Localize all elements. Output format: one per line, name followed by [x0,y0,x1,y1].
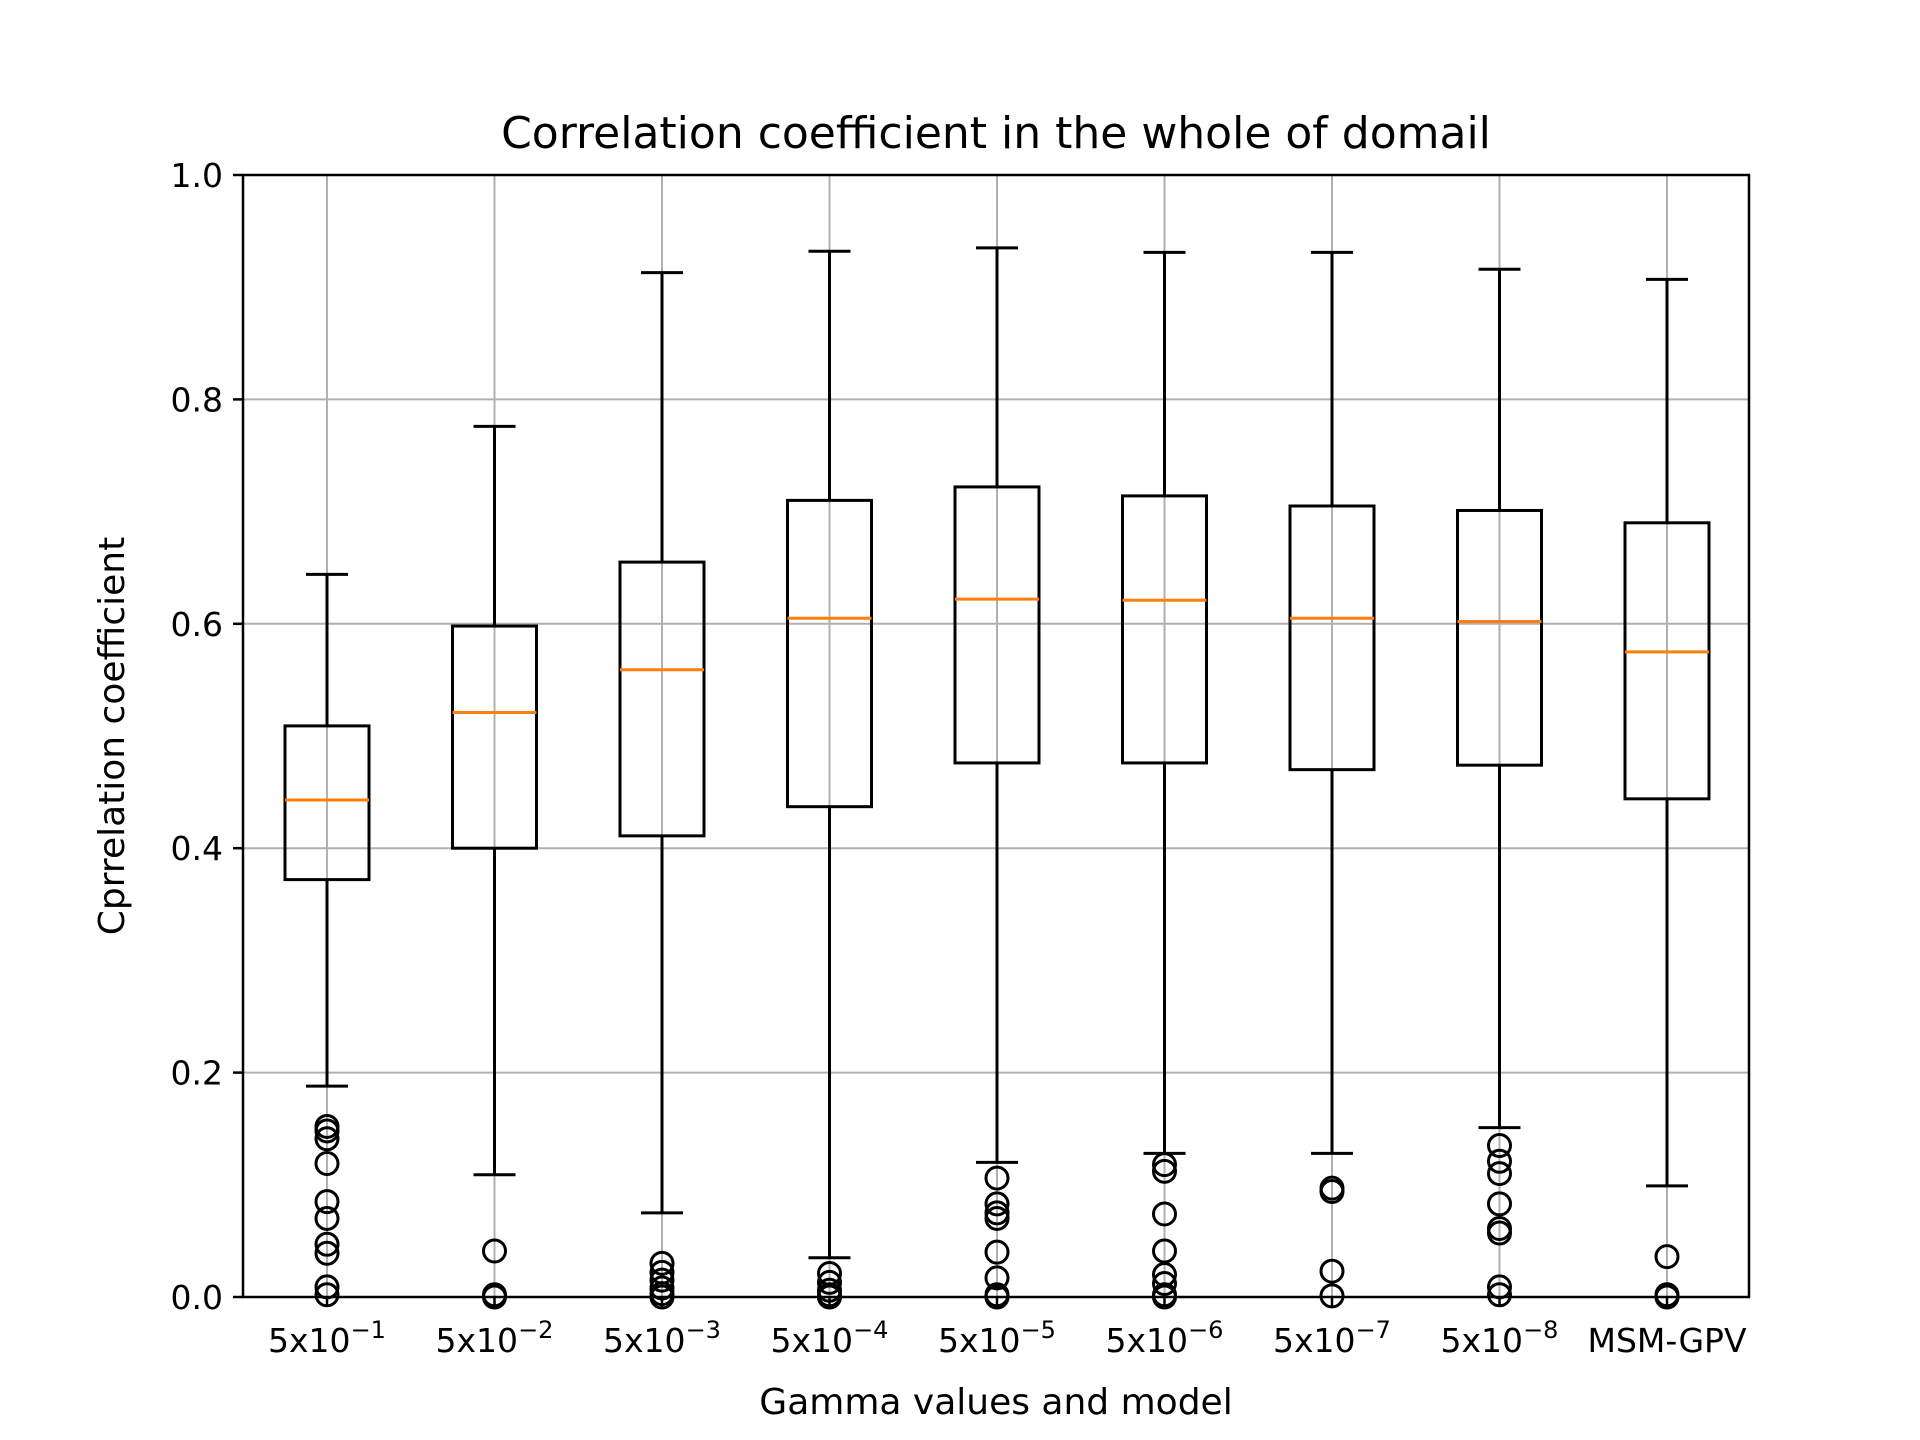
x-tick-label: 5x10−4 [771,1316,889,1360]
outlier-point [1152,1201,1177,1227]
x-tick-label: 5x10−2 [436,1316,554,1360]
chart-title: Correlation coefficient in the whole of … [501,108,1491,159]
box-group [618,271,706,1310]
boxes [283,246,1711,1310]
iqr-box [1121,494,1208,765]
outlier-point [1654,1244,1680,1270]
outlier-point [1152,1152,1177,1178]
box-group [283,572,371,1308]
outlier-point [314,1189,340,1215]
outlier-point [984,1265,1010,1291]
iqr-box [786,498,873,809]
outlier-point [1487,1191,1512,1217]
outlier-point [817,1269,842,1295]
y-tick-label: 0.8 [171,380,223,419]
x-tick-label: 5x10−7 [1273,1316,1391,1360]
y-tick-label: 0.2 [171,1054,223,1093]
iqr-box [953,485,1041,765]
outlier-point [649,1250,675,1276]
outlier-point [314,1118,340,1144]
outlier-point [1152,1238,1177,1264]
box-group [1456,267,1543,1308]
outlier-point [314,1126,340,1152]
outlier-point [314,1231,340,1257]
outlier-point [314,1240,340,1266]
outlier-point [1487,1220,1512,1246]
x-tick-label: 5x10−1 [268,1316,386,1360]
outlier-point [1487,1148,1512,1174]
iqr-box [1623,521,1711,801]
outlier-point [984,1191,1010,1217]
x-tick-label: 5x10−5 [938,1316,1056,1360]
outlier-point [649,1267,675,1293]
box-group [786,249,873,1310]
y-tick-label: 0.6 [171,605,223,644]
box-group [1121,250,1208,1310]
box-group [1288,250,1376,1309]
outlier-point [1487,1161,1512,1187]
box-group [451,424,538,1310]
outlier-point [1152,1271,1177,1297]
outlier-point [482,1238,507,1264]
x-tick-label: MSM-GPV [1587,1321,1746,1360]
x-axis-label: Gamma values and model [759,1382,1232,1423]
y-tick-label: 1.0 [171,156,223,195]
outlier-point [984,1239,1010,1265]
iqr-box [451,624,538,850]
box-group [953,246,1041,1310]
iqr-box [283,724,371,882]
x-tick-label: 5x10−3 [603,1316,721,1360]
outlier-point [1152,1158,1177,1184]
outlier-point [1319,1179,1345,1205]
y-axis-label: Cprrelation coefficient [92,537,133,935]
iqr-box [618,560,706,838]
x-tick-label: 5x10−6 [1106,1316,1224,1360]
outlier-point [314,1205,340,1231]
iqr-box [1288,504,1376,772]
outlier-point [984,1165,1010,1191]
y-tick-label: 0.4 [171,829,223,868]
outlier-point [314,1150,340,1176]
outlier-point [1487,1133,1512,1159]
box-group [1623,277,1711,1310]
x-tick-label: 5x10−8 [1441,1316,1559,1360]
outlier-point [1319,1258,1345,1284]
axis-ticks: 0.0 0.2 0.4 0.6 0.8 1.0 5x10−1 5x10−2 5x10−3 5x10… [171,156,1747,1360]
y-tick-label: 0.0 [171,1278,223,1317]
outlier-point [984,1205,1010,1231]
iqr-box [1456,508,1543,767]
